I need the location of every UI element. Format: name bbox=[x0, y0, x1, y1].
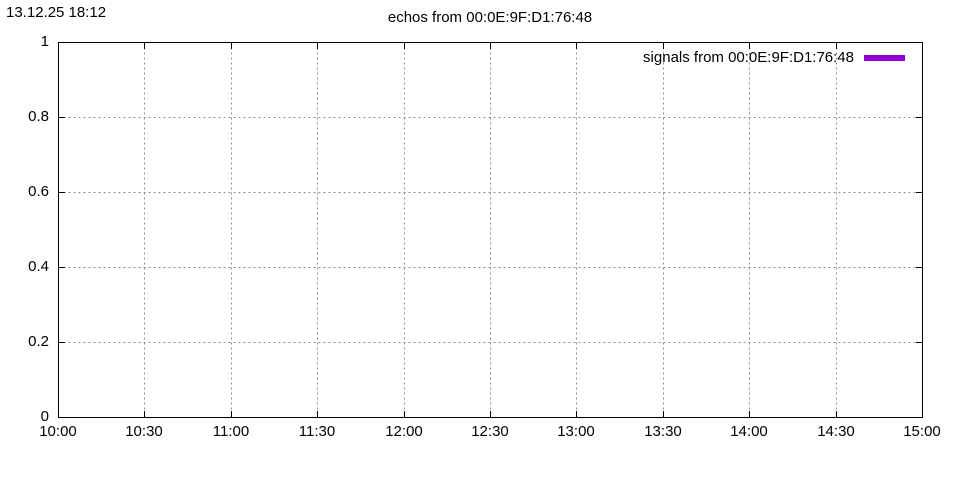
x-tick-label: 15:00 bbox=[903, 423, 941, 440]
legend-series-label: signals from 00:0E:9F:D1:76:48 bbox=[643, 49, 854, 66]
x-tick-label: 11:00 bbox=[212, 423, 250, 440]
x-tick-label: 10:00 bbox=[39, 423, 77, 440]
x-tick-label: 14:30 bbox=[817, 423, 855, 440]
y-tick-label: 1 bbox=[40, 33, 49, 50]
x-tick-label: 14:00 bbox=[730, 423, 768, 440]
x-tick-label: 12:30 bbox=[471, 423, 509, 440]
x-tick-label: 12:00 bbox=[385, 423, 423, 440]
y-tick-label: 0.2 bbox=[28, 333, 49, 350]
y-tick-label: 0.4 bbox=[28, 258, 49, 275]
x-tick-label: 13:30 bbox=[644, 423, 682, 440]
x-tick-label: 10:30 bbox=[125, 423, 163, 440]
plot-border bbox=[58, 42, 923, 418]
y-tick-label: 0.6 bbox=[28, 183, 49, 200]
plot-timestamp: 13.12.25 18:12 bbox=[6, 4, 107, 21]
chart-title: echos from 00:0E:9F:D1:76:48 bbox=[387, 9, 593, 26]
y-tick-label: 0 bbox=[40, 408, 49, 425]
legend-line-sample bbox=[864, 55, 905, 61]
y-tick-label: 0.8 bbox=[28, 108, 49, 125]
legend: signals from 00:0E:9F:D1:76:48 bbox=[643, 50, 905, 66]
x-tick-label: 13:00 bbox=[557, 423, 595, 440]
x-tick-label: 11:30 bbox=[298, 423, 336, 440]
